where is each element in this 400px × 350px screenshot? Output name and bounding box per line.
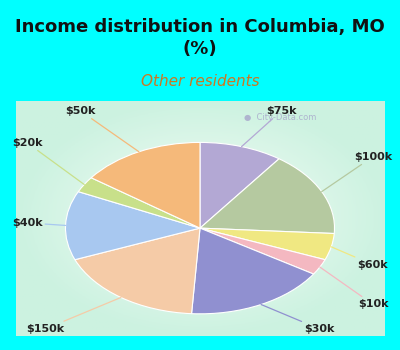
- Text: $50k: $50k: [65, 106, 139, 152]
- Text: Income distribution in Columbia, MO
(%): Income distribution in Columbia, MO (%): [15, 18, 385, 58]
- Wedge shape: [192, 228, 314, 314]
- Text: $10k: $10k: [320, 267, 388, 309]
- Text: $30k: $30k: [261, 304, 335, 334]
- Text: $150k: $150k: [26, 298, 121, 334]
- Text: $60k: $60k: [331, 247, 388, 270]
- Text: $20k: $20k: [12, 138, 84, 184]
- Text: $40k: $40k: [12, 218, 66, 228]
- Wedge shape: [200, 228, 325, 274]
- Text: Other residents: Other residents: [141, 74, 259, 89]
- Wedge shape: [200, 142, 279, 228]
- Wedge shape: [91, 142, 200, 228]
- Text: $100k: $100k: [322, 152, 392, 192]
- Wedge shape: [66, 192, 200, 260]
- Wedge shape: [200, 228, 334, 260]
- Wedge shape: [75, 228, 200, 314]
- Text: ●  City-Data.com: ● City-Data.com: [244, 113, 316, 122]
- Wedge shape: [78, 178, 200, 228]
- Wedge shape: [200, 159, 334, 233]
- Text: $75k: $75k: [242, 106, 297, 147]
